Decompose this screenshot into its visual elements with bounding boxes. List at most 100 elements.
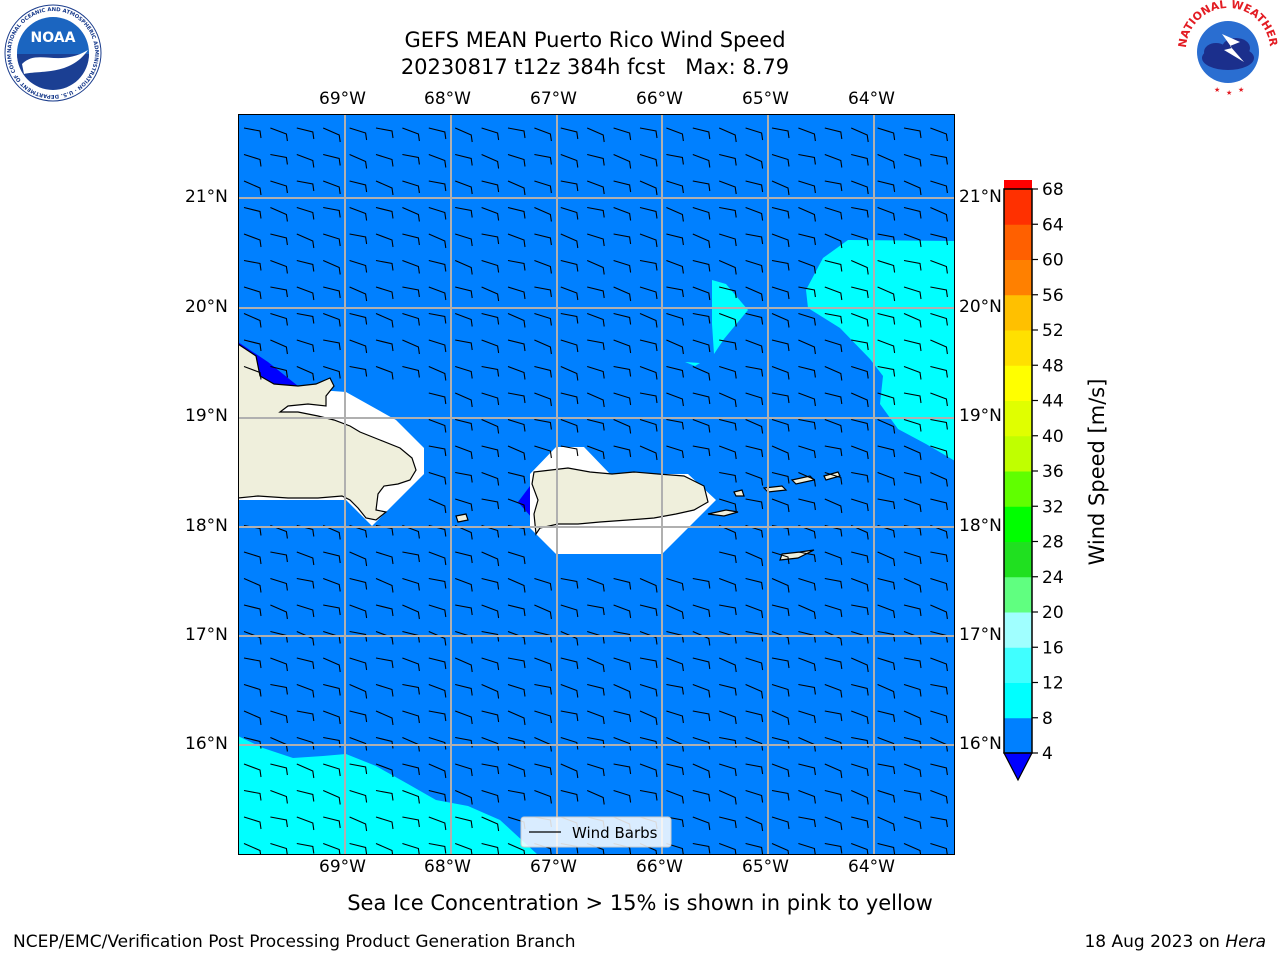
wind-barb xyxy=(930,180,948,194)
wind-barb xyxy=(296,206,315,220)
wind-barb xyxy=(692,710,711,722)
light-wind-region-east xyxy=(806,240,955,461)
wind-barb xyxy=(666,710,684,724)
wind-barb xyxy=(375,127,394,139)
wind-barb xyxy=(930,259,948,274)
wind-barb xyxy=(349,551,368,567)
wind-barb xyxy=(270,206,288,222)
wind-barb xyxy=(771,339,790,352)
wind-barb xyxy=(322,657,341,673)
wind-barb xyxy=(455,180,473,195)
wind-barb xyxy=(798,710,816,724)
wind-barb xyxy=(296,630,315,646)
wind-barb xyxy=(455,577,473,592)
wind-barb xyxy=(481,816,500,832)
wind-barb xyxy=(534,206,552,222)
wind-barb xyxy=(613,736,632,751)
wind-barb xyxy=(930,816,948,828)
wind-barb xyxy=(877,445,896,458)
wind-barb xyxy=(824,127,843,140)
wind-barb xyxy=(639,418,658,432)
wind-barb xyxy=(692,206,711,220)
wind-barb xyxy=(270,816,288,828)
wind-barb xyxy=(428,392,447,405)
wind-barb xyxy=(428,816,447,831)
wind-barb xyxy=(243,127,262,139)
wind-barb xyxy=(270,365,288,378)
colorbar-segment xyxy=(1004,189,1032,225)
svg-text:★: ★ xyxy=(1238,86,1244,94)
wind-barb xyxy=(824,339,843,353)
wind-barb xyxy=(930,445,948,459)
wind-barb xyxy=(930,127,948,142)
wind-barb xyxy=(639,233,658,248)
wind-barb xyxy=(666,842,684,855)
colorbar-segment xyxy=(1004,471,1032,507)
colorbar-tick-label: 60 xyxy=(1042,251,1064,271)
wind-barb xyxy=(613,657,632,671)
lon-label-top-68w: 68°W xyxy=(424,89,471,109)
wind-barb xyxy=(798,286,816,298)
wind-barb xyxy=(877,286,896,302)
lon-label-bottom-64w: 64°W xyxy=(848,857,895,877)
wind-barb xyxy=(639,445,658,461)
wind-barb xyxy=(613,418,632,434)
wind-barb xyxy=(903,153,922,167)
wind-barb xyxy=(481,498,500,510)
wind-barb xyxy=(745,657,764,671)
wind-barb xyxy=(296,259,315,272)
wind-barb xyxy=(428,233,447,249)
wind-barb xyxy=(613,683,632,699)
wind-barb xyxy=(639,312,658,328)
wind-barb xyxy=(428,365,447,381)
lat-label-right-20n: 20°N xyxy=(959,297,1002,317)
wind-barb xyxy=(718,259,737,275)
wind-barb xyxy=(349,180,368,193)
wind-barb xyxy=(903,736,922,749)
wind-barb xyxy=(402,312,420,326)
wind-barb xyxy=(824,789,843,802)
colorbar-segment xyxy=(1004,682,1032,719)
wind-barb xyxy=(903,365,922,380)
wind-barb xyxy=(666,816,684,828)
wind-barb xyxy=(692,842,711,854)
wind-barb xyxy=(824,683,843,698)
wind-barb xyxy=(560,418,579,433)
wind-barb xyxy=(877,153,896,169)
wind-barb xyxy=(666,127,684,142)
wind-barb xyxy=(745,577,764,590)
wind-barb xyxy=(639,736,658,749)
colorbar-segment xyxy=(1004,506,1032,542)
wind-barb xyxy=(560,312,579,324)
colorbar-tick-label: 52 xyxy=(1042,321,1064,341)
wind-barb xyxy=(639,153,658,167)
wind-barb xyxy=(243,577,262,593)
wind-barb xyxy=(587,180,605,195)
wind-barb xyxy=(560,445,579,457)
land-mona xyxy=(455,513,469,523)
wind-barb xyxy=(323,153,341,166)
wind-barb xyxy=(455,816,473,829)
wind-barb xyxy=(375,312,394,328)
wind-barb xyxy=(560,683,579,698)
lat-label-left-19n: 19°N xyxy=(185,406,228,426)
wind-barb xyxy=(243,763,262,778)
wind-barb xyxy=(824,736,843,750)
colorbar-tick-label: 24 xyxy=(1042,568,1064,588)
wind-barb xyxy=(428,418,447,433)
wind-barb xyxy=(639,127,658,139)
wind-barb xyxy=(903,604,922,617)
wind-barb xyxy=(666,339,684,355)
wind-barb xyxy=(745,259,764,273)
wind-barb xyxy=(375,683,394,697)
wind-barb xyxy=(455,710,473,725)
wind-barb xyxy=(851,153,869,166)
wind-barb xyxy=(903,789,922,801)
wind-barb xyxy=(666,604,684,620)
colorbar-segment xyxy=(1004,294,1032,331)
wind-barb xyxy=(930,683,948,695)
wind-barb xyxy=(323,577,341,592)
colorbar-segment xyxy=(1004,435,1032,472)
light-wind-speck xyxy=(685,362,700,366)
wind-barb xyxy=(270,233,288,246)
